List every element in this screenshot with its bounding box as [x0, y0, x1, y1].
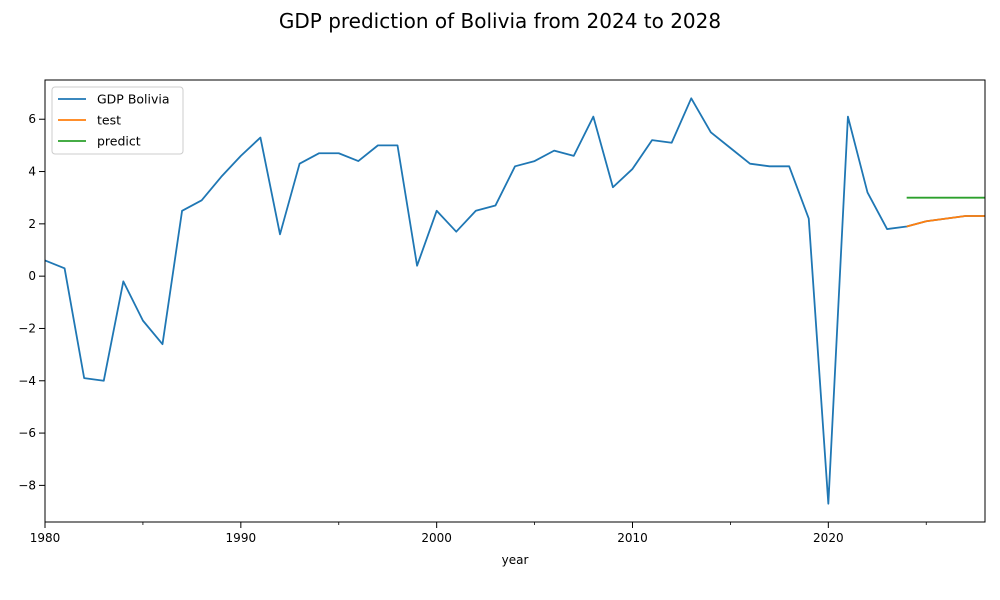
y-tick-label: −2: [18, 321, 36, 335]
legend: GDP Bolivia test predict: [51, 86, 184, 155]
y-tick-label: −6: [18, 426, 36, 440]
x-tick-label: 2020: [813, 531, 844, 545]
x-axis-label: year: [502, 553, 529, 567]
y-axis: −8 −6 −4 −2 0 2 4 6: [18, 112, 45, 492]
y-tick-label: 6: [28, 112, 36, 126]
series-line-gdp-bolivia: [44, 97, 985, 505]
chart-title: GDP prediction of Bolivia from 2024 to 2…: [279, 9, 721, 33]
x-tick-label: 1990: [226, 531, 257, 545]
y-tick-label: −8: [18, 478, 36, 492]
y-tick-label: 0: [28, 269, 36, 283]
legend-label: GDP Bolivia: [97, 92, 170, 107]
x-axis: 1980 1990 2000 2010 2020: [30, 522, 927, 545]
x-tick-label: 2000: [421, 531, 452, 545]
y-tick-label: 4: [28, 165, 36, 179]
x-tick-label: 1980: [30, 531, 61, 545]
x-tick-label: 2010: [617, 531, 648, 545]
legend-label: predict: [97, 134, 141, 149]
series-lines: [44, 97, 985, 505]
y-tick-label: 2: [28, 217, 36, 231]
axes-frame: [44, 79, 986, 523]
y-tick-label: −4: [18, 374, 36, 388]
series-line-test: [906, 215, 985, 228]
legend-label: test: [97, 113, 121, 128]
legend-box: [51, 86, 184, 155]
